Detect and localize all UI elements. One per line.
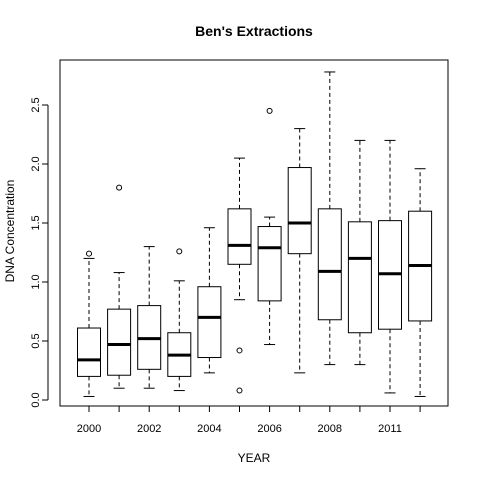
y-axis-label: DNA Concentration bbox=[3, 180, 17, 283]
outlier-point bbox=[236, 347, 243, 354]
boxes bbox=[77, 71, 433, 397]
box-iqr bbox=[317, 208, 342, 321]
box-2012 bbox=[408, 168, 433, 397]
box-2001 bbox=[107, 184, 132, 389]
box-iqr bbox=[77, 327, 101, 377]
y-tick-label: 1.5 bbox=[30, 215, 42, 230]
box-iqr bbox=[257, 226, 282, 302]
box-2009 bbox=[347, 139, 372, 366]
y-tick-label: 1.0 bbox=[30, 274, 42, 289]
y-tick-label: 0.0 bbox=[30, 392, 42, 407]
x-tick-label: 2004 bbox=[197, 423, 221, 435]
outlier-point bbox=[86, 250, 92, 257]
box-2000 bbox=[77, 250, 101, 397]
chart-title: Ben's Extractions bbox=[195, 23, 313, 39]
box-2011 bbox=[378, 139, 402, 394]
box-iqr bbox=[287, 167, 312, 255]
box-2007 bbox=[287, 128, 312, 374]
y-tick-label: 2.5 bbox=[30, 97, 42, 112]
outlier-point bbox=[176, 248, 183, 255]
x-axis: 2000 2002 2004 2006 2008 2011 bbox=[77, 405, 421, 435]
box-2002 bbox=[137, 246, 162, 389]
outlier-point bbox=[266, 107, 273, 114]
box-2004 bbox=[197, 227, 222, 374]
box-iqr bbox=[197, 286, 222, 359]
x-tick-label: 2002 bbox=[137, 423, 161, 435]
box-iqr bbox=[347, 221, 372, 334]
x-tick-label: 2011 bbox=[378, 423, 402, 435]
outlier-point bbox=[236, 387, 243, 394]
box-iqr bbox=[107, 308, 132, 376]
y-tick-label: 0.5 bbox=[30, 333, 42, 348]
x-tick-label: 2008 bbox=[318, 423, 342, 435]
y-axis: 0.0 0.5 1.0 1.5 2.0 2.5 bbox=[30, 97, 49, 408]
x-axis-label: YEAR bbox=[238, 451, 271, 465]
box-2008 bbox=[317, 71, 342, 366]
box-2005 bbox=[227, 157, 252, 394]
box-iqr bbox=[227, 208, 252, 265]
box-2006 bbox=[257, 107, 282, 346]
outlier-point bbox=[116, 184, 123, 191]
x-tick-label: 2000 bbox=[77, 423, 101, 435]
box-2003 bbox=[167, 248, 192, 392]
y-tick-label: 2.0 bbox=[30, 156, 42, 171]
x-tick-label: 2006 bbox=[257, 423, 281, 435]
